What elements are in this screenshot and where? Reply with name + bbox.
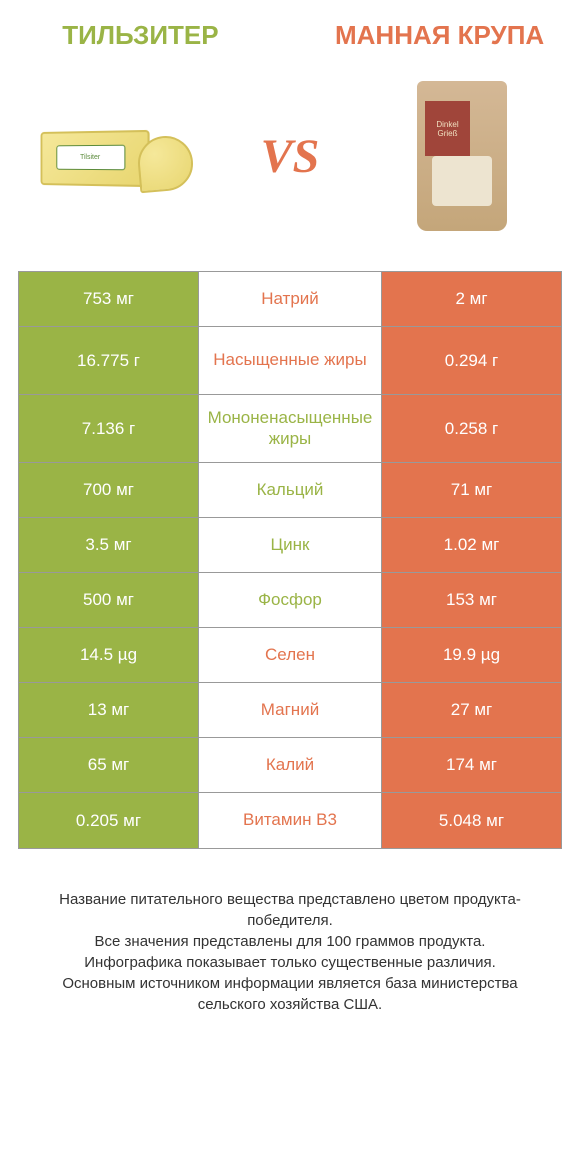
value-left: 753 мг (19, 272, 199, 326)
footer-line: Инфографика показывает только существенн… (28, 952, 552, 973)
table-row: 700 мгКальций71 мг (19, 463, 561, 518)
value-left: 65 мг (19, 738, 199, 792)
images-row: Tilsiter VS Dinkel Grieß (18, 71, 562, 241)
value-left: 13 мг (19, 683, 199, 737)
value-left: 0.205 мг (19, 793, 199, 848)
nutrient-name: Калий (199, 738, 381, 792)
bag-illustration: Dinkel Grieß (417, 81, 507, 231)
value-right: 1.02 мг (381, 518, 561, 572)
nutrient-name: Натрий (199, 272, 381, 326)
vs-label: VS (261, 129, 320, 184)
product-image-right: Dinkel Grieß (362, 86, 562, 226)
nutrient-name: Мононенасыщенные жиры (199, 395, 381, 462)
table-row: 14.5 µgСелен19.9 µg (19, 628, 561, 683)
nutrient-name: Насыщенные жиры (199, 327, 381, 394)
footer-text: Название питательного вещества представл… (18, 889, 562, 1015)
value-left: 700 мг (19, 463, 199, 517)
value-right: 153 мг (381, 573, 561, 627)
header: ТИЛЬЗИТЕР МАННАЯ КРУПА (18, 20, 562, 51)
value-right: 174 мг (381, 738, 561, 792)
table-row: 7.136 гМононенасыщенные жиры0.258 г (19, 395, 561, 463)
value-left: 14.5 µg (19, 628, 199, 682)
table-row: 0.205 мгВитамин B35.048 мг (19, 793, 561, 848)
table-row: 753 мгНатрий2 мг (19, 272, 561, 327)
table-row: 65 мгКалий174 мг (19, 738, 561, 793)
nutrient-name: Магний (199, 683, 381, 737)
product-title-right: МАННАЯ КРУПА (317, 20, 562, 51)
value-left: 16.775 г (19, 327, 199, 394)
cheese-illustration: Tilsiter (38, 116, 198, 196)
nutrient-name: Цинк (199, 518, 381, 572)
value-left: 500 мг (19, 573, 199, 627)
value-left: 3.5 мг (19, 518, 199, 572)
footer-line: Все значения представлены для 100 граммо… (28, 931, 552, 952)
product-title-left: ТИЛЬЗИТЕР (18, 20, 263, 51)
footer-line: Название питательного вещества представл… (28, 889, 552, 931)
comparison-table: 753 мгНатрий2 мг16.775 гНасыщенные жиры0… (18, 271, 562, 849)
product-image-left: Tilsiter (18, 86, 218, 226)
table-row: 3.5 мгЦинк1.02 мг (19, 518, 561, 573)
table-row: 16.775 гНасыщенные жиры0.294 г (19, 327, 561, 395)
table-row: 13 мгМагний27 мг (19, 683, 561, 738)
value-right: 5.048 мг (381, 793, 561, 848)
value-right: 71 мг (381, 463, 561, 517)
value-right: 19.9 µg (381, 628, 561, 682)
value-right: 0.294 г (381, 327, 561, 394)
footer-line: Основным источником информации является … (28, 973, 552, 1015)
value-right: 27 мг (381, 683, 561, 737)
nutrient-name: Селен (199, 628, 381, 682)
nutrient-name: Витамин B3 (199, 793, 381, 848)
nutrient-name: Кальций (199, 463, 381, 517)
table-row: 500 мгФосфор153 мг (19, 573, 561, 628)
value-right: 0.258 г (381, 395, 561, 462)
nutrient-name: Фосфор (199, 573, 381, 627)
value-left: 7.136 г (19, 395, 199, 462)
value-right: 2 мг (381, 272, 561, 326)
